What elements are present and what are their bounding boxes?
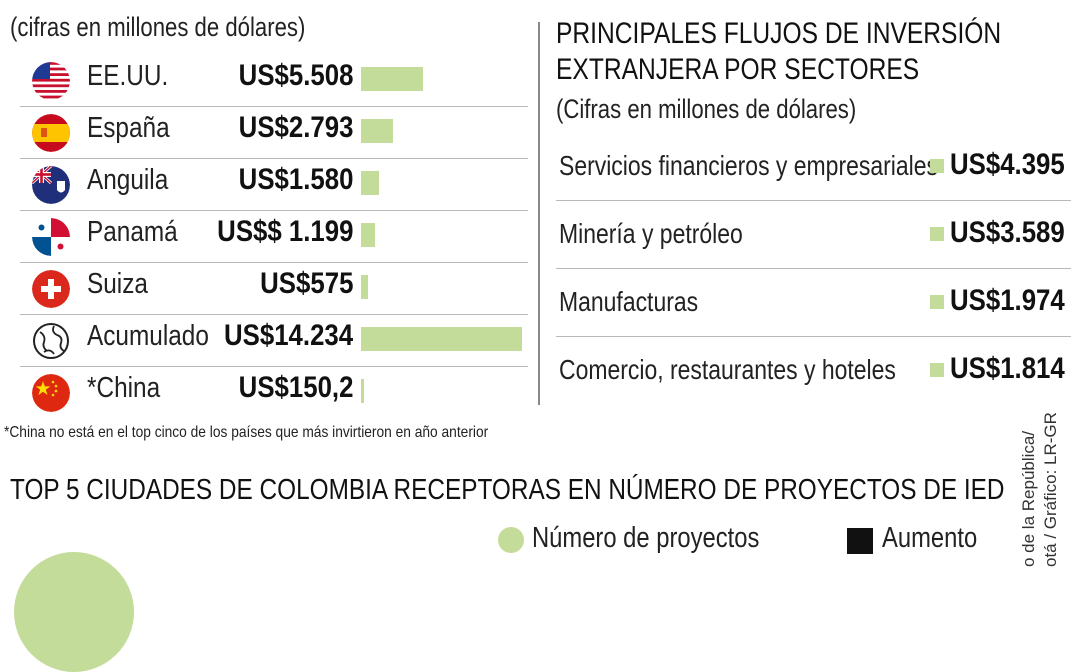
country-label: EE.UU. [87, 60, 169, 92]
us-flag-icon [32, 62, 70, 100]
anguilla-flag-icon [32, 166, 70, 204]
value-label: US$14.234 [223, 319, 353, 352]
sector-label: Servicios financieros y empresariales [559, 150, 938, 181]
country-label: Suiza [87, 268, 148, 300]
sector-marker [930, 363, 944, 377]
sector-value-label: US$4.395 [950, 148, 1065, 181]
cities-title: TOP 5 CIUDADES DE COLOMBIA RECEPTORAS EN… [10, 474, 1005, 506]
investment-bar [361, 379, 364, 403]
value-label: US$5.508 [238, 59, 353, 92]
value-label: US$2.793 [238, 111, 353, 144]
country-label: Acumulado [87, 320, 209, 352]
investment-bar [361, 223, 375, 247]
value-label: US$575 [259, 267, 353, 300]
country-label: *China [87, 372, 161, 404]
switzerland-flag-icon [32, 270, 70, 308]
investment-bar [361, 275, 368, 299]
source-credit: o de la República/ otá / Gráfico: LR-GR [1019, 412, 1060, 567]
sector-title: PRINCIPALES FLUJOS DE INVERSIÓN EXTRANJE… [556, 17, 1002, 86]
china-flag-icon [32, 374, 70, 412]
sector-subtitle: (Cifras en millones de dólares) [556, 94, 857, 124]
investment-bar [361, 171, 379, 195]
country-row: EE.UU. US$5.508 [20, 54, 528, 107]
sector-value-label: US$3.589 [950, 216, 1065, 249]
investment-bar [361, 67, 424, 91]
sector-marker [930, 295, 944, 309]
country-label: Anguila [87, 164, 169, 196]
panel-divider [538, 22, 540, 405]
sector-marker [930, 227, 944, 241]
spain-flag-icon [32, 114, 70, 152]
city-projects-bubble [14, 552, 134, 672]
country-row: Panamá US$$ 1.199 [20, 210, 528, 263]
footnote: *China no está en el top cinco de los pa… [4, 424, 489, 441]
country-row: *China US$150,2 [20, 366, 528, 418]
sector-row: Minería y petróleo US$3.589 [556, 200, 1071, 269]
panama-flag-icon [32, 218, 70, 256]
legend-increase-label: Aumento [882, 522, 978, 554]
legend-projects-swatch [498, 527, 524, 553]
sector-row: Servicios financieros y empresariales US$… [556, 132, 1071, 201]
legend-increase-swatch [847, 528, 873, 554]
country-label: España [87, 112, 170, 144]
country-row: Anguila US$1.580 [20, 158, 528, 211]
investment-bar [361, 119, 393, 143]
investment-bar [361, 327, 522, 351]
value-label: US$$ 1.199 [216, 215, 353, 248]
country-row: Acumulado US$14.234 [20, 314, 528, 367]
sector-row: Comercio, restaurantes y hoteles US$1.814 [556, 336, 1071, 404]
country-label: Panamá [87, 216, 178, 248]
globe-icon [32, 322, 70, 360]
sector-value-label: US$1.974 [950, 284, 1065, 317]
left-subtitle: (cifras en millones de dólares) [10, 12, 306, 42]
sector-label: Minería y petróleo [559, 218, 743, 249]
sector-row: Manufacturas US$1.974 [556, 268, 1071, 337]
value-label: US$1.580 [238, 163, 353, 196]
country-row: España US$2.793 [20, 106, 528, 159]
sector-label: Comercio, restaurantes y hoteles [559, 354, 896, 385]
country-row: Suiza US$575 [20, 262, 528, 315]
sector-value-label: US$1.814 [950, 352, 1065, 385]
value-label: US$150,2 [238, 371, 353, 404]
sector-label: Manufacturas [559, 286, 699, 317]
legend-projects-label: Número de proyectos [532, 522, 760, 554]
sector-marker [930, 159, 944, 173]
